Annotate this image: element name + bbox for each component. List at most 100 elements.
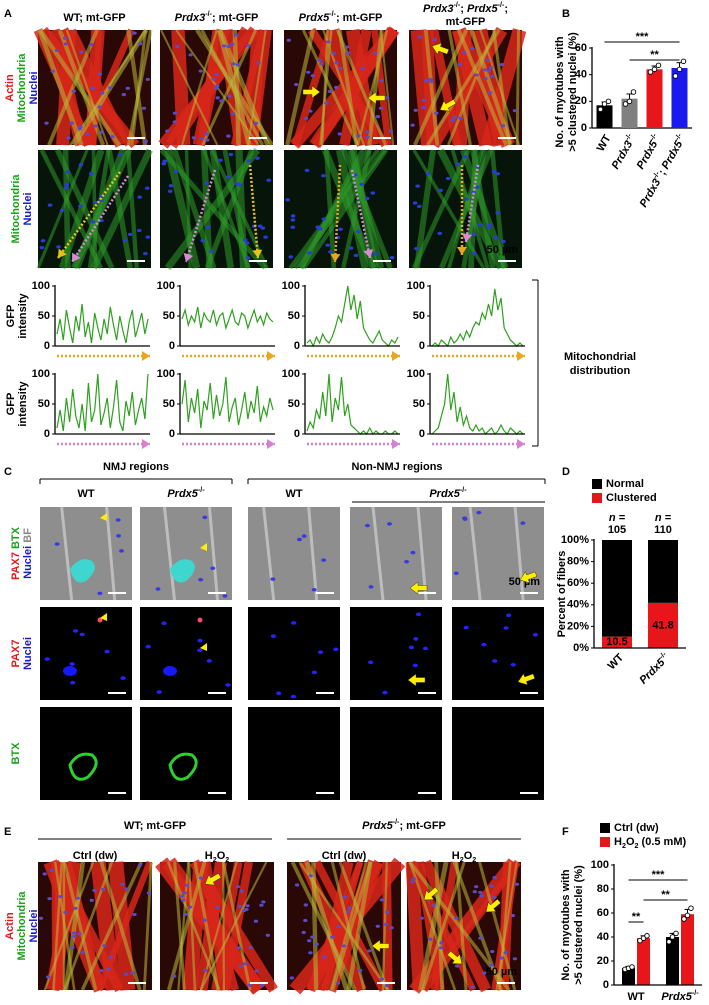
- row-label: PAX7 BTX: [10, 526, 22, 580]
- nucleus: [69, 121, 75, 125]
- y-tick-label: 80%: [567, 556, 589, 568]
- column-header: Ctrl (dw): [73, 850, 118, 862]
- y-tick-label: 60: [597, 907, 609, 919]
- y-tick-label: 50: [163, 398, 175, 410]
- y-tick-label: 40%: [567, 599, 589, 611]
- value-label: 10.5: [606, 636, 627, 648]
- nucleus: [384, 984, 390, 988]
- nucleus: [213, 86, 219, 90]
- dotted-arrow-head: [58, 248, 67, 258]
- nucleus: [202, 515, 208, 520]
- micrograph: [40, 506, 132, 601]
- text-part: -/-: [460, 486, 467, 494]
- nucleus: [410, 550, 416, 555]
- data-point: [629, 964, 635, 970]
- scale-bar-label: 50 µm: [509, 776, 541, 788]
- nucleus: [301, 534, 307, 538]
- section-label: distribution: [570, 365, 631, 377]
- fiber: [304, 861, 349, 991]
- nucleus: [483, 68, 488, 72]
- nucleus: [254, 969, 260, 973]
- y-tick-label: 0: [419, 428, 425, 440]
- bar: [622, 968, 635, 985]
- micrograph: [158, 26, 274, 149]
- nucleus: [438, 188, 443, 192]
- nucleus: [173, 169, 179, 174]
- nucleus: [63, 42, 68, 46]
- n-label: n =: [609, 512, 626, 524]
- data-point: [601, 101, 608, 107]
- text-part: -/-: [498, 1, 505, 9]
- significance-label: ***: [652, 869, 666, 881]
- y-tick-label: 100%: [561, 534, 589, 546]
- nucleus: [184, 883, 190, 887]
- nucleus: [317, 650, 324, 655]
- text-part: 2: [472, 856, 476, 864]
- nucleus: [422, 646, 429, 651]
- y-tick-label: 0: [44, 340, 50, 352]
- text-part: Prdx5: [362, 820, 393, 832]
- nucleus: [47, 897, 52, 901]
- fiber: [408, 861, 457, 991]
- text-part: Nuclei: [28, 909, 40, 942]
- fiber: [177, 861, 190, 991]
- x-tick-label: WT: [627, 991, 644, 1003]
- nucleus: [248, 945, 253, 950]
- nucleus: [92, 888, 97, 892]
- fiber: [301, 29, 360, 146]
- fiber: [452, 861, 503, 991]
- dotted-arrow-head: [392, 439, 400, 449]
- micrograph: [350, 607, 442, 700]
- fiber: [413, 29, 469, 146]
- dotted-arrow-head: [363, 249, 374, 258]
- column-header: WT: [285, 488, 302, 500]
- nucleus: [290, 225, 296, 229]
- y-tick-label: 50: [38, 310, 50, 322]
- y-axis-label: >5 clustered nuclei (%): [573, 865, 585, 985]
- legend-swatch: [600, 837, 610, 847]
- nucleus: [476, 510, 482, 515]
- text-part: O: [217, 850, 226, 862]
- micrograph: [248, 506, 340, 601]
- nucleus: [477, 223, 483, 227]
- fiber: [492, 29, 512, 146]
- nucleus: [485, 58, 490, 62]
- dotted-arrow: [350, 169, 372, 259]
- nucleus: [307, 251, 312, 255]
- nucleus: [215, 906, 220, 910]
- column-header: WT: [77, 488, 94, 500]
- text-part: H: [452, 850, 460, 862]
- nucleus: [463, 625, 469, 630]
- nucleus: [490, 74, 495, 78]
- micrograph: [40, 707, 132, 800]
- nucleus: [412, 663, 418, 668]
- fiber: [130, 29, 148, 146]
- nucleus: [101, 887, 106, 891]
- text-part: Actin: [4, 74, 16, 102]
- dotted-arrow-head: [252, 249, 263, 258]
- row-label: Actin: [4, 74, 16, 102]
- legend-label: H2O2 (0.5 mM): [614, 836, 686, 850]
- nucleus: [317, 58, 322, 62]
- nucleus: [167, 189, 173, 193]
- nucleus: [411, 877, 416, 881]
- nucleus: [78, 163, 84, 167]
- nucleus: [356, 134, 361, 138]
- nucleus: [389, 256, 395, 260]
- column-header: Prdx5-/-: [167, 486, 205, 500]
- nucleus: [364, 523, 370, 528]
- y-axis-label: GFP: [5, 393, 17, 416]
- nucleus: [486, 69, 492, 73]
- nucleus: [366, 949, 372, 953]
- image-background: [140, 507, 232, 600]
- y-tick-label: 20%: [567, 620, 589, 632]
- nucleus: [532, 632, 538, 637]
- nucleus: [512, 109, 518, 113]
- nucleus: [457, 62, 462, 66]
- nucleus: [219, 99, 224, 103]
- nucleus: [345, 910, 351, 914]
- nucleus: [488, 66, 494, 70]
- y-axis-label: intensity: [17, 293, 29, 339]
- nucleus: [417, 35, 422, 39]
